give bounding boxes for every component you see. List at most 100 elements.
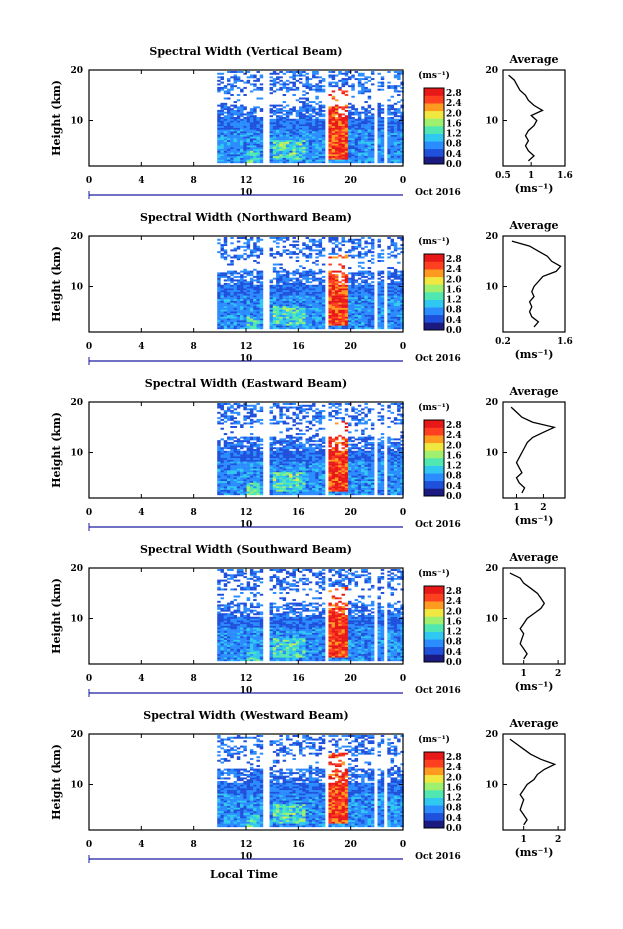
heatmap-cell [217, 131, 221, 134]
heatmap-cell [243, 320, 247, 323]
heatmap-cell [269, 125, 274, 128]
heatmap-cell [298, 125, 303, 128]
heatmap-cell [282, 466, 287, 469]
heatmap-cell [298, 302, 303, 305]
heatmap-cell [292, 323, 296, 326]
heatmap-cell [233, 491, 238, 494]
heatmap-cell [253, 298, 257, 301]
heatmap-cell [305, 109, 309, 112]
heatmap-cell [361, 88, 365, 91]
heatmap-cell [272, 316, 277, 319]
heatmap-cell [315, 323, 319, 326]
heatmap-cell [312, 302, 316, 305]
heatmap-cell [344, 118, 349, 121]
heatmap-cell [230, 94, 234, 96]
heatmap-cell [243, 252, 247, 255]
heatmap-cell [217, 290, 221, 293]
heatmap-cell [220, 141, 224, 144]
heatmap-cell [344, 275, 349, 278]
heatmap-cell [233, 81, 238, 84]
heatmap-cell [295, 448, 300, 451]
heatmap-cell [387, 147, 391, 150]
heatmap-cell [243, 118, 247, 121]
heatmap-cell [246, 71, 251, 73]
heatmap-cell [227, 145, 231, 148]
heatmap-cell [233, 247, 238, 250]
heatmap-cell [380, 304, 385, 307]
heatmap-cell [223, 457, 228, 460]
heatmap-cell [321, 88, 326, 91]
heatmap-cell [256, 471, 260, 474]
heatmap-cell [357, 242, 362, 245]
heatmap-cell [282, 457, 287, 460]
heatmap-cell [236, 489, 241, 492]
heatmap-cell [269, 141, 274, 144]
heatmap-cell [393, 143, 398, 146]
heatmap-cell [351, 279, 355, 282]
heatmap-cell [308, 138, 313, 141]
heatmap-cell [321, 161, 326, 164]
heatmap-cell [272, 124, 277, 127]
heatmap-cell [351, 132, 355, 135]
heatmap-cell [256, 479, 260, 482]
heatmap-cell [240, 108, 244, 111]
heatmap-cell [227, 161, 231, 164]
heatmap-cell [249, 122, 254, 125]
heatmap-cell [269, 484, 274, 487]
heatmap-cell [236, 109, 241, 112]
heatmap-cell [400, 275, 404, 278]
heatmap-cell [312, 161, 316, 164]
heatmap-cell [364, 113, 368, 116]
heatmap-cell [292, 148, 296, 151]
heatmap-cell [308, 318, 313, 321]
heatmap-cell [298, 313, 303, 316]
heatmap-cell [289, 403, 293, 405]
heatmap-cell [338, 159, 342, 162]
heatmap-cell [387, 300, 391, 303]
heatmap-cell [295, 79, 300, 82]
heatmap-cell [302, 147, 306, 150]
heatmap-cell [217, 493, 221, 496]
heatmap-cell [341, 309, 345, 312]
heatmap-cell [272, 256, 277, 259]
heatmap-cell [285, 461, 290, 464]
heatmap-cell [246, 148, 251, 151]
heatmap-cell [312, 318, 316, 321]
heatmap-cell [227, 92, 231, 95]
heatmap-cell [377, 244, 381, 247]
heatmap-cell [272, 240, 277, 243]
heatmap-cell [246, 307, 251, 310]
heatmap-cell [305, 161, 309, 164]
heatmap-cell [318, 311, 323, 314]
heatmap-cell [361, 72, 365, 75]
heatmap-cell [259, 479, 264, 482]
heatmap-cell [217, 417, 221, 420]
heatmap-cell [289, 161, 293, 164]
heatmap-cell [328, 85, 332, 88]
heatmap-cell [240, 139, 244, 142]
heatmap-cell [230, 155, 234, 158]
heatmap-cell [269, 452, 274, 455]
heatmap-cell [236, 475, 241, 478]
heatmap-cell [227, 408, 231, 411]
heatmap-cell [230, 157, 234, 160]
heatmap-cell [370, 240, 375, 243]
heatmap-cell [318, 270, 323, 273]
heatmap-cell [256, 327, 260, 330]
heatmap-cell [276, 270, 280, 273]
heatmap-cell [344, 90, 349, 93]
heatmap-cell [354, 109, 359, 112]
heatmap-cell [397, 138, 401, 141]
heatmap-cell [253, 404, 257, 407]
heatmap-cell [321, 286, 326, 289]
heatmap-cell [393, 129, 398, 132]
heatmap-cell [269, 154, 274, 157]
heatmap-cell [400, 286, 404, 289]
heatmap-cell [236, 76, 241, 79]
heatmap-cell [295, 475, 300, 478]
heatmap-cell [253, 109, 257, 112]
heatmap-cell [227, 154, 231, 157]
heatmap-cell [249, 238, 254, 241]
heatmap-cell [246, 309, 251, 312]
heatmap-cell [282, 464, 287, 467]
